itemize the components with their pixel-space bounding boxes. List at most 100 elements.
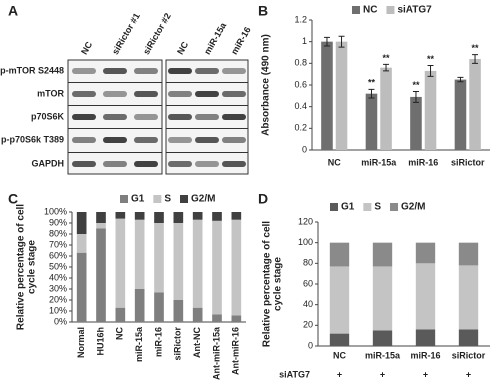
significance: ** (472, 43, 480, 53)
blot-band (103, 68, 127, 74)
lane-label: miR-16 (229, 25, 253, 56)
x-tick-label: miR-15a (365, 350, 401, 360)
bar-segment (415, 242, 436, 264)
y-tick-label: 120 (298, 216, 313, 226)
bar-segment (231, 219, 242, 316)
error-bar (323, 36, 330, 47)
bar-segment (76, 252, 87, 322)
legend-label: G1 (341, 202, 355, 213)
blot-band (195, 137, 219, 143)
x-tick-label: Ant-NC (192, 327, 202, 358)
y-tick-label: 20 (303, 320, 313, 330)
significance: ** (412, 80, 420, 90)
bar-segment (372, 266, 393, 331)
y-tick-label: 80 (303, 258, 313, 268)
bar-segment (192, 307, 203, 322)
blot-band (72, 161, 96, 167)
blot-band (195, 114, 219, 120)
y-tick-label: 40 (303, 299, 313, 309)
condition-mark: + (466, 369, 471, 379)
y-tick-label: 0.2 (294, 123, 307, 133)
bar-segment (134, 289, 145, 322)
bar-segment (76, 212, 87, 234)
bar-segment (154, 223, 164, 293)
error-bar (427, 65, 434, 77)
condition-label: siATG7 (279, 369, 310, 379)
significance: ** (383, 53, 391, 63)
bar-segment (231, 212, 242, 220)
blot-band (134, 137, 158, 143)
condition-mark: + (423, 369, 428, 379)
blot-band (195, 68, 219, 74)
blot-band (168, 68, 192, 74)
condition-mark: + (380, 369, 385, 379)
row-label: GAPDH (31, 158, 64, 168)
blot-band (168, 114, 192, 120)
error-bar (338, 35, 345, 48)
panel-label: B (258, 3, 268, 19)
y-tick-label: 0.6 (294, 79, 307, 89)
y-axis-label: Relative percentage of cell (16, 204, 27, 330)
bar-segment (329, 266, 350, 334)
y-tick-label: 0 (302, 144, 307, 154)
y-tick-label: 30% (49, 283, 67, 293)
legend-swatch (153, 195, 162, 203)
bar-segment (173, 300, 184, 322)
blot-band (134, 91, 158, 97)
x-tick-label: siRictor (452, 350, 486, 360)
blot-band (168, 137, 192, 143)
bar-segment (134, 219, 145, 289)
condition-mark: + (337, 369, 342, 379)
legend-label: G1 (131, 194, 145, 205)
y-axis-label: cycle stage (27, 240, 38, 294)
legend-swatch (330, 203, 338, 211)
bar-segment (458, 242, 479, 266)
bar-segment (154, 212, 164, 223)
bar-segment (173, 212, 184, 223)
blot-band (134, 68, 158, 74)
bar-segment (192, 212, 203, 220)
row-label: p-p70S6k T389 (1, 134, 64, 144)
x-tick-label: miR-15a (134, 326, 144, 362)
y-axis-label: Relative percentage of cell (262, 221, 273, 347)
x-tick-label: Ant-miR-16 (231, 327, 241, 375)
bar-segment (231, 315, 242, 322)
bar-segment (212, 220, 222, 315)
legend-swatch (390, 203, 399, 211)
blot-band (222, 137, 246, 143)
x-tick-label: miR-16 (410, 350, 440, 360)
bar-segment (415, 329, 436, 346)
bar-segment (329, 333, 350, 346)
legend-label: S (164, 194, 171, 205)
bar (380, 67, 392, 150)
x-tick-label: NC (333, 350, 346, 360)
bar-segment (115, 218, 126, 308)
y-tick-label: 0.4 (294, 101, 307, 111)
x-tick-label: miR-16 (408, 157, 438, 167)
x-tick-label: HU16h (95, 327, 105, 356)
lane-label: siRictor #2 (141, 11, 173, 56)
y-tick-label: 40% (49, 272, 67, 282)
x-tick-label: miR-15a (361, 157, 397, 167)
y-tick-label: 70% (49, 239, 67, 249)
blot-band (103, 137, 127, 143)
bar-segment (458, 265, 479, 330)
bar-segment (173, 223, 184, 300)
bar (454, 79, 467, 150)
x-tick-label: NC (115, 327, 125, 340)
x-tick-label: Normal (76, 327, 86, 358)
x-tick-label: Ant-miR-15a (211, 326, 221, 380)
bar-segment (96, 212, 106, 223)
legend-label: NC (363, 5, 377, 16)
x-tick-label: NC (328, 157, 341, 167)
y-tick-label: 1.2 (294, 14, 307, 24)
legend-label: G2/M (191, 194, 215, 205)
blot-band (134, 161, 158, 167)
x-tick-label: siRictor (451, 157, 485, 167)
blot-band (168, 91, 192, 97)
y-tick-label: 0 (308, 340, 313, 350)
y-tick-label: 60% (49, 250, 67, 260)
blot-band (72, 91, 96, 97)
y-tick-label: 10% (49, 305, 67, 315)
bar-segment (96, 228, 106, 322)
